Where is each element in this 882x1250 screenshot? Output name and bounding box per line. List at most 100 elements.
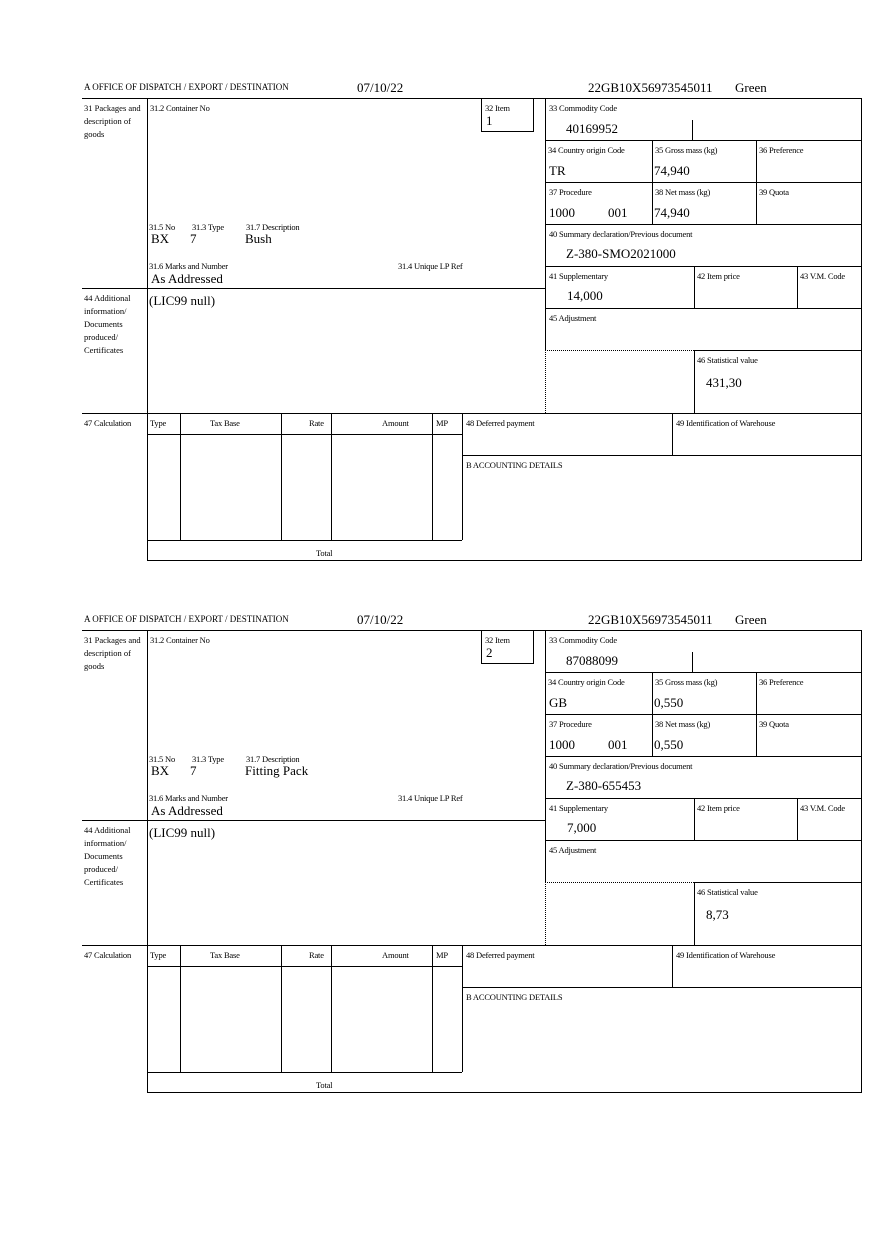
procedure-label: 37 Procedure — [549, 719, 592, 729]
pkg-no-label: 31.5 No — [149, 754, 175, 764]
pkg-description-label: 31.7 Description — [246, 222, 300, 232]
unique-lp-ref-label: 31.4 Unique LP Ref — [398, 793, 463, 803]
warehouse-label: 49 Identification of Warehouse — [676, 418, 776, 428]
rule — [147, 966, 462, 967]
additional-info-value: (LIC99 null) — [149, 293, 216, 308]
rule — [147, 560, 862, 561]
rule — [147, 434, 462, 435]
marks-value: As Addressed — [151, 271, 223, 286]
rule — [481, 630, 482, 663]
rule — [545, 182, 862, 183]
rule — [147, 540, 462, 541]
commodity-code-label: 33 Commodity Code — [549, 635, 617, 645]
procedure-value: 1000 — [549, 737, 575, 752]
marks-label: 31.6 Marks and Number — [149, 793, 228, 803]
unique-lp-ref-label: 31.4 Unique LP Ref — [398, 261, 463, 271]
additional-info-value: (LIC99 null) — [149, 825, 216, 840]
item-label: 32 Item — [485, 103, 510, 113]
pkg-description-value: Bush — [245, 231, 272, 246]
adjustment-label: 45 Adjustment — [549, 845, 597, 855]
calc-column-header: MP — [436, 950, 448, 960]
rule — [545, 140, 862, 141]
rule — [82, 820, 545, 821]
rule — [147, 1092, 862, 1093]
calculation-label: 47 Calculation — [84, 950, 132, 960]
rule — [82, 288, 545, 289]
total-label: Total — [316, 1080, 333, 1090]
country-origin-value: GB — [549, 695, 568, 710]
rule — [545, 266, 862, 267]
marks-label: 31.6 Marks and Number — [149, 261, 228, 271]
pkg-no-value: BX — [151, 763, 170, 778]
rule — [545, 798, 862, 799]
rule — [694, 266, 695, 308]
procedure-extra-value: 001 — [608, 737, 628, 752]
rule — [545, 350, 694, 351]
rule — [652, 672, 653, 756]
deferred-payment-label: 48 Deferred payment — [466, 418, 535, 428]
preference-label: 36 Preference — [759, 145, 804, 155]
gross-mass-value: 0,550 — [654, 695, 684, 710]
quota-label: 39 Quota — [759, 187, 789, 197]
gross-mass-label: 35 Gross mass (kg) — [655, 677, 718, 687]
calc-column-header: MP — [436, 418, 448, 428]
calc-column-header: Amount — [382, 950, 409, 960]
statistical-value-value: 431,30 — [706, 375, 742, 390]
pkg-type-value: 7 — [190, 763, 197, 778]
declaration-item-form: A OFFICE OF DISPATCH / EXPORT / DESTINAT… — [0, 80, 882, 580]
pkg-no-value: BX — [151, 231, 170, 246]
rule — [545, 840, 862, 841]
rule — [481, 98, 482, 131]
rule — [756, 140, 757, 224]
country-origin-label: 34 Country origin Code — [548, 145, 625, 155]
commodity-code-value: 40169952 — [566, 121, 618, 136]
marks-value: As Addressed — [151, 803, 223, 818]
item-price-label: 42 Item price — [697, 271, 740, 281]
container-no-label: 31.2 Container No — [150, 103, 210, 113]
statistical-value-label: 46 Statistical value — [697, 887, 758, 897]
rule — [147, 630, 148, 1093]
vm-code-label: 43 V.M. Code — [800, 803, 845, 813]
adjustment-label: 45 Adjustment — [549, 313, 597, 323]
statistical-value-value: 8,73 — [706, 907, 729, 922]
pkg-description-value: Fitting Pack — [245, 763, 309, 778]
statistical-value-label: 46 Statistical value — [697, 355, 758, 365]
item-label: 32 Item — [485, 635, 510, 645]
preference-label: 36 Preference — [759, 677, 804, 687]
supplementary-label: 41 Supplementary — [549, 271, 608, 281]
calculation-label: 47 Calculation — [84, 418, 132, 428]
office-heading: A OFFICE OF DISPATCH / EXPORT / DESTINAT… — [84, 614, 289, 624]
item-number: 1 — [486, 113, 493, 128]
rule — [694, 882, 695, 945]
rule — [147, 98, 148, 561]
net-mass-value: 74,940 — [654, 205, 690, 220]
summary-declaration-label: 40 Summary declaration/Previous document — [549, 761, 693, 771]
rule — [692, 652, 693, 672]
rule — [694, 882, 862, 883]
procedure-label: 37 Procedure — [549, 187, 592, 197]
quota-label: 39 Quota — [759, 719, 789, 729]
rule — [672, 413, 673, 455]
declaration-item-form: A OFFICE OF DISPATCH / EXPORT / DESTINAT… — [0, 612, 882, 1112]
pkg-no-label: 31.5 No — [149, 222, 175, 232]
rule — [694, 798, 695, 840]
supplementary-value: 14,000 — [567, 288, 603, 303]
total-label: Total — [316, 548, 333, 558]
net-mass-label: 38 Net mass (kg) — [655, 719, 711, 729]
rule — [82, 630, 862, 631]
rule — [462, 945, 463, 1072]
rule — [82, 98, 862, 99]
rule — [545, 882, 546, 945]
rule — [180, 945, 181, 1072]
procedure-value: 1000 — [549, 205, 575, 220]
rule — [82, 413, 862, 414]
accounting-details-label: B ACCOUNTING DETAILS — [466, 992, 563, 1002]
rule — [331, 413, 332, 540]
rule — [797, 266, 798, 308]
declaration-reference: 22GB10X56973545011 — [588, 80, 713, 95]
pkg-type-label: 31.3 Type — [192, 222, 224, 232]
rule — [545, 350, 546, 413]
rule — [481, 663, 534, 664]
commodity-code-value: 87088099 — [566, 653, 618, 668]
packages-label: 31 Packages and description of goods — [84, 635, 141, 671]
